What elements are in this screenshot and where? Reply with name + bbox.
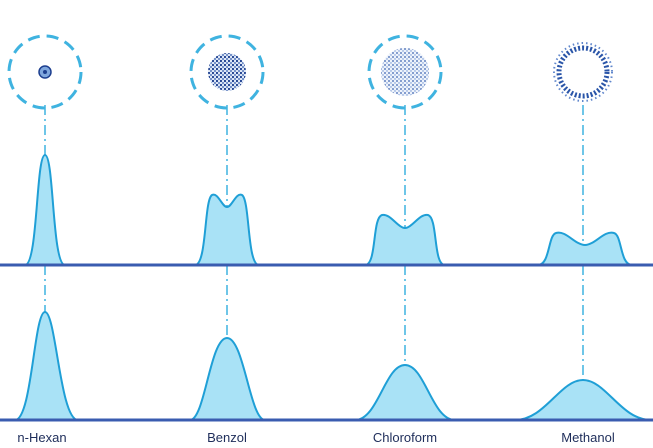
label: Chloroform: [373, 430, 437, 445]
guides: [44, 105, 584, 420]
molecule-center: [43, 70, 47, 74]
molecule-cloud: [381, 48, 429, 96]
lower-profiles: [0, 310, 653, 422]
label: Benzol: [207, 430, 247, 445]
peak: [364, 213, 446, 266]
label: Methanol: [561, 430, 615, 445]
label: n-Hexan: [17, 430, 66, 445]
peak: [537, 231, 633, 266]
peak: [354, 363, 456, 421]
peak: [189, 336, 266, 421]
molecule-ring: [553, 42, 613, 102]
peak: [514, 378, 652, 421]
peak: [14, 310, 79, 421]
dashed-ring: [189, 34, 265, 110]
molecule-ring: [556, 45, 610, 99]
peak: [194, 193, 260, 266]
upper-profiles: [0, 153, 653, 267]
molecule-cloud: [208, 53, 246, 91]
dashed-ring: [7, 34, 83, 110]
labels: n-Hexan Benzol Chloroform Methanol: [17, 430, 614, 445]
dashed-ring: [367, 34, 443, 110]
molecules: [7, 34, 613, 110]
peak: [24, 153, 66, 266]
